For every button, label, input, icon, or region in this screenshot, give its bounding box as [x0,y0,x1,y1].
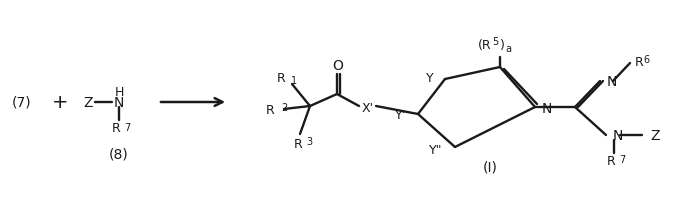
Text: (I): (I) [482,160,498,174]
Text: +: + [52,93,69,112]
Text: O: O [333,59,343,73]
Text: a: a [505,44,511,54]
Text: R: R [112,121,120,134]
Text: N: N [607,75,617,89]
Text: R: R [294,137,303,150]
Text: R: R [278,71,286,84]
Text: N: N [542,102,552,115]
Text: (7): (7) [12,96,32,109]
Text: ): ) [500,39,505,52]
Text: (8): (8) [109,147,129,161]
Text: R: R [635,56,644,69]
Text: 3: 3 [306,136,312,146]
Text: (R: (R [478,39,492,52]
Text: 1: 1 [291,76,297,85]
Text: X': X' [362,101,374,114]
Text: H: H [115,85,124,98]
Text: R: R [266,103,275,116]
Text: 7: 7 [619,154,625,164]
Text: 7: 7 [124,122,130,132]
Text: Y': Y' [395,109,406,122]
Text: Z: Z [83,96,93,109]
Text: Z: Z [650,128,659,142]
Text: Y: Y [426,72,434,85]
Text: R: R [607,155,615,168]
Text: 5: 5 [492,37,498,47]
Text: 2: 2 [281,103,287,112]
Text: N: N [613,128,624,142]
Text: 6: 6 [643,55,649,65]
Text: N: N [114,96,124,109]
Text: Y": Y" [428,144,442,157]
